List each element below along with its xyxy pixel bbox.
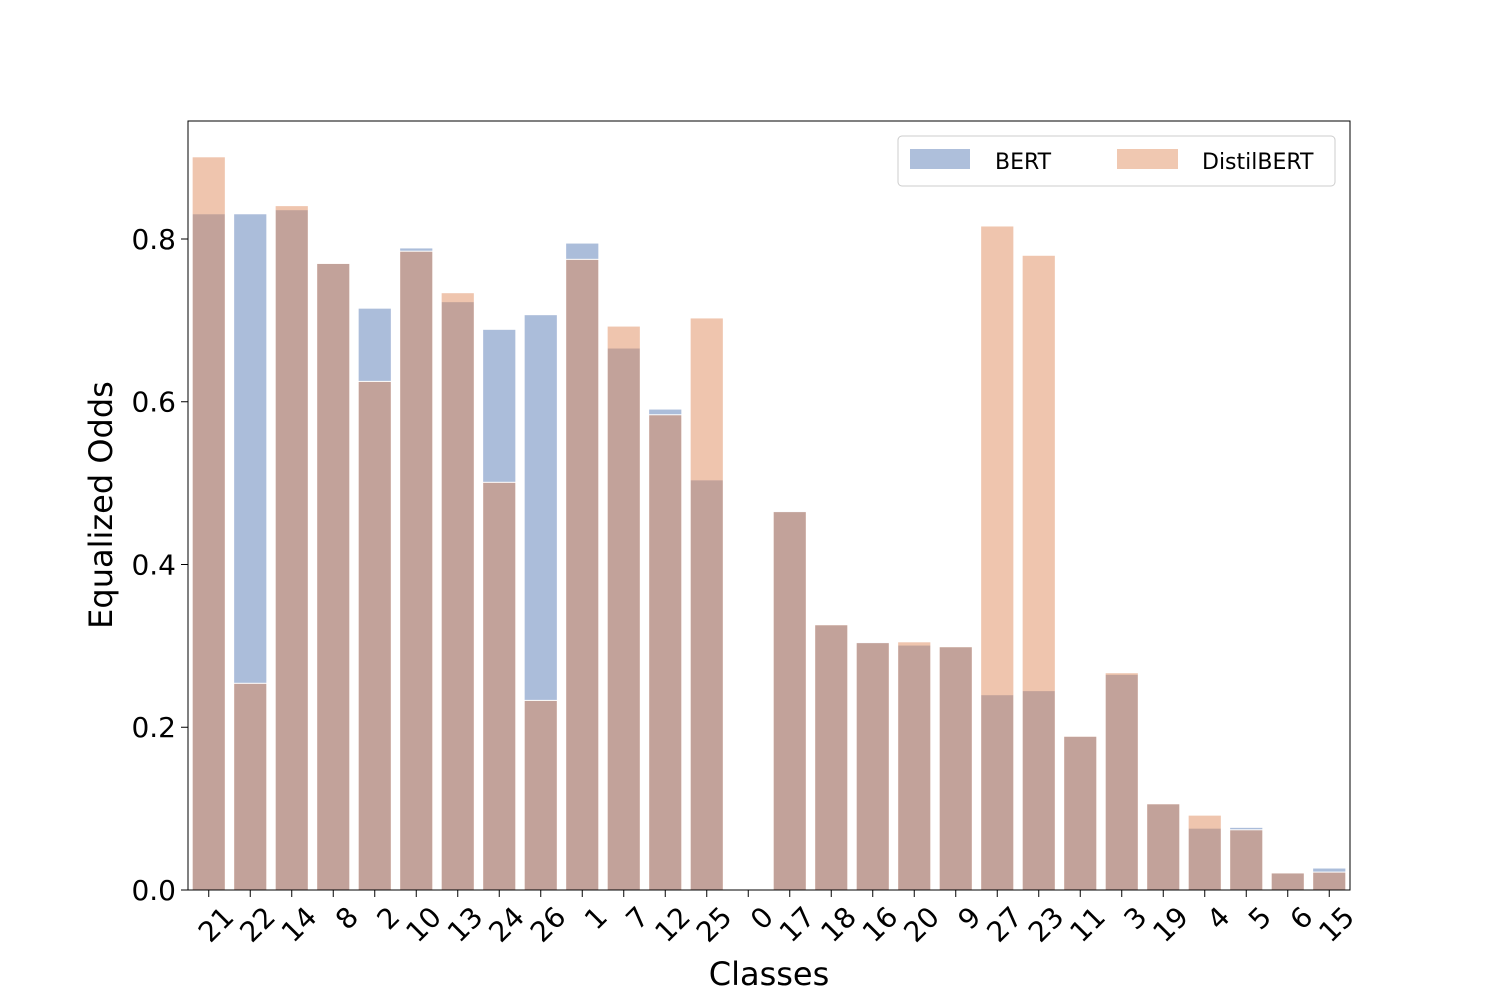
bar-bert-17 [772,510,807,891]
plot-frame [187,120,1351,891]
bar-distilbert-16 [855,642,890,891]
bar-distilbert-8 [316,262,351,891]
x-tick-label: 20 [897,900,946,949]
x-tick-label: 14 [275,900,324,949]
bar-distilbert-7 [606,325,641,891]
x-tick-label: 6 [1283,900,1319,936]
bar-bert-27 [980,694,1015,891]
bar-distilbert-6 [1270,872,1305,891]
bar-bert-8 [316,262,351,891]
bar-distilbert-9 [938,646,973,891]
bar-bert-14 [274,209,309,891]
legend-label-distilbert: DistilBERT [1202,150,1314,175]
x-tick-label: 8 [329,900,365,936]
y-axis: 0.0 0.2 0.4 0.6 0.8 [131,223,188,907]
x-tick-label: 26 [524,900,573,949]
bar-distilbert-18 [814,624,849,891]
bar-distilbert-21 [191,156,226,891]
bars-layer [191,156,1347,891]
y-tick-label: 0.2 [131,711,176,744]
x-tick-label: 2 [370,900,406,936]
bar-distilbert-22 [233,682,268,891]
bar-bert-19 [1146,803,1181,891]
legend-swatch-bert [910,149,970,169]
bar-bert-21 [191,213,226,891]
bar-distilbert-24 [482,481,517,891]
x-tick-label: 15 [1312,900,1361,949]
bar-bert-12 [648,408,683,891]
bar-distilbert-26 [523,699,558,891]
x-tick-label: 9 [951,900,987,936]
bar-distilbert-5 [1229,829,1264,891]
bar-distilbert-17 [772,511,807,891]
x-tick-label: 7 [619,900,655,936]
bar-distilbert-23 [1021,254,1056,891]
bar-distilbert-4 [1187,814,1222,891]
bar-distilbert-2 [357,380,392,891]
bar-bert-23 [1021,690,1056,891]
y-tick-label: 0.8 [131,223,176,256]
bar-bert-1 [565,242,600,891]
y-tick-label: 0.4 [131,548,176,581]
bar-distilbert-11 [1063,735,1098,891]
x-tick-label: 5 [1242,900,1278,936]
y-tick-label: 0.6 [131,386,176,419]
x-axis-label: Classes [709,955,830,993]
bar-distilbert-27 [980,225,1015,891]
bar-distilbert-1 [565,258,600,891]
bar-distilbert-25 [689,317,724,891]
bar-distilbert-10 [399,250,434,891]
x-tick-label: 25 [690,900,739,949]
x-tick-label: 0 [744,900,780,936]
bar-distilbert-20 [897,641,932,891]
legend-swatch-distilbert [1117,149,1178,169]
x-tick-label: 3 [1117,900,1153,936]
bar-bert-11 [1063,735,1098,891]
bar-distilbert-13 [440,292,475,891]
bar-distilbert-12 [648,414,683,891]
x-tick-label: 1 [578,900,614,936]
legend-box [897,135,1336,187]
x-tick-label: 4 [1200,900,1236,936]
bar-distilbert-3 [1104,672,1139,891]
bar-distilbert-19 [1146,803,1181,891]
legend: BERT DistilBERT [897,135,1336,187]
x-tick-label: 11 [1063,900,1112,949]
x-tick-label: 19 [1146,900,1195,949]
legend-label-bert: BERT [995,150,1052,175]
y-tick-label: 0.0 [131,874,176,907]
y-axis-label: Equalized Odds [82,381,120,629]
bar-bert-3 [1104,673,1139,891]
bar-bert-22 [233,213,268,891]
bar-distilbert-15 [1312,871,1347,891]
bar-distilbert-14 [274,205,309,891]
